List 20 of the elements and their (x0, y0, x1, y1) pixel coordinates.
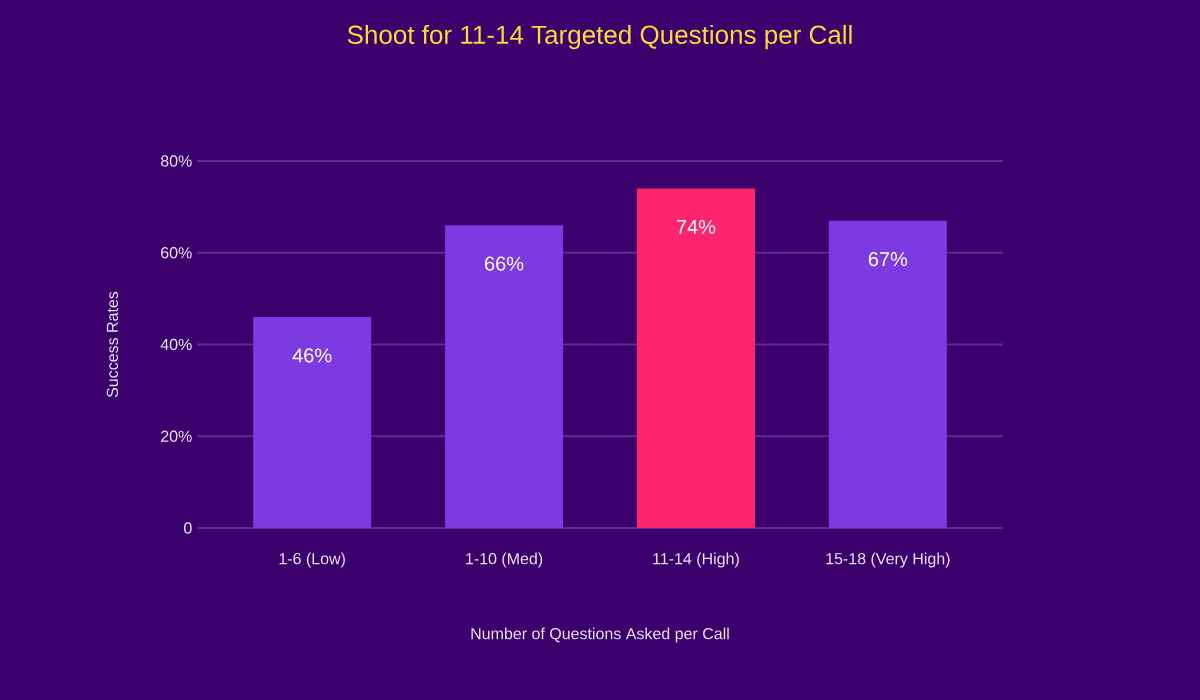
y-tick-label: 0 (184, 522, 192, 534)
data-label: 46% (292, 348, 332, 363)
y-axis-title: Success Rates (106, 291, 119, 398)
x-tick-label: 1-6 (Low) (279, 552, 345, 568)
y-tick-label: 60% (161, 247, 192, 259)
x-tick-label: 11-14 (High) (653, 552, 739, 568)
bar (445, 225, 564, 528)
chart-title: Shoot for 11-14 Targeted Questions per Call (347, 24, 852, 50)
x-axis-title: Number of Questions Asked per Call (471, 627, 729, 643)
data-label: 74% (676, 219, 716, 234)
y-tick-label: 20% (161, 430, 192, 442)
data-label: 67% (868, 252, 908, 267)
bar (636, 188, 755, 528)
data-label: 66% (485, 256, 524, 271)
y-tick-label: 40% (160, 338, 192, 351)
x-tick-label: 15-18 (Very High) (826, 552, 950, 568)
bar (253, 316, 372, 528)
y-tick-label: 80% (160, 155, 192, 167)
x-tick-label: 1-10 (Med) (466, 552, 543, 568)
bar (828, 220, 947, 528)
